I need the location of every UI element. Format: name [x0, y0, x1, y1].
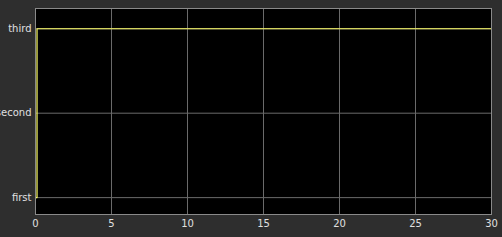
svg-text:20: 20	[333, 218, 346, 229]
svg-text:10: 10	[181, 218, 194, 229]
svg-text:25: 25	[409, 218, 422, 229]
svg-text:second: second	[0, 107, 32, 118]
svg-text:first: first	[12, 192, 32, 203]
svg-text:15: 15	[257, 218, 270, 229]
svg-text:30: 30	[485, 218, 498, 229]
svg-text:third: third	[8, 23, 31, 34]
svg-text:0: 0	[32, 218, 38, 229]
svg-text:5: 5	[108, 218, 114, 229]
